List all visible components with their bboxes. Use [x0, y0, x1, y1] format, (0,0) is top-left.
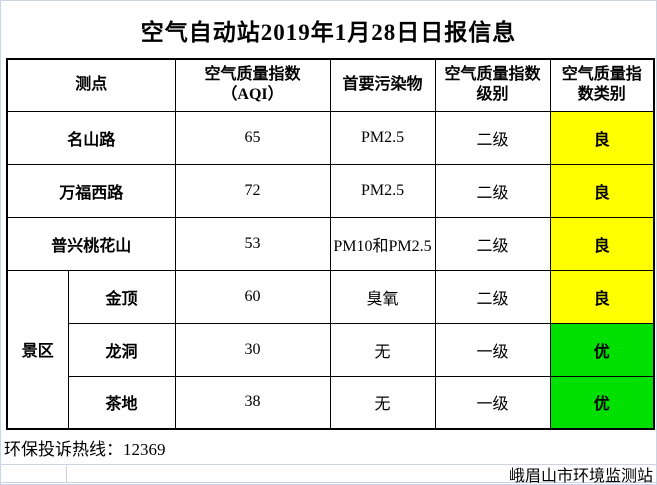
level-cell: 二级	[434, 163, 551, 218]
aqi-report-table: 测点 空气质量指数 （AQI） 首要污染物 空气质量指数 级别 空气质量指 数类…	[6, 58, 656, 430]
pollutant-cell: 无	[329, 322, 436, 377]
table-row: 名山路 65 PM2.5 二级 良	[6, 110, 655, 165]
aqi-cell: 30	[174, 322, 331, 377]
category-cell: 良	[549, 269, 655, 324]
pollutant-cell: PM2.5	[329, 163, 436, 218]
site-cell: 龙洞	[67, 322, 176, 377]
site-cell: 名山路	[6, 110, 176, 165]
aqi-cell: 72	[174, 163, 331, 218]
category-cell: 良	[549, 163, 655, 218]
aqi-cell: 38	[174, 375, 331, 430]
header-level: 空气质量指数 级别	[434, 58, 551, 112]
bottom-grid-cell	[1, 465, 67, 482]
pollutant-cell: 无	[329, 375, 436, 430]
table-row: 茶地 38 无 一级 优	[7, 375, 655, 430]
hotline-text: 环保投诉热线：12369	[4, 439, 166, 459]
header-category: 空气质量指 数类别	[549, 58, 655, 112]
level-cell: 二级	[434, 216, 551, 271]
aqi-cell: 60	[174, 269, 331, 324]
table-row: 万福西路 72 PM2.5 二级 良	[6, 163, 655, 218]
table-row: 龙洞 30 无 一级 优	[7, 322, 655, 377]
table-row: 普兴桃花山 53 PM10和PM2.5 二级 良	[6, 216, 655, 271]
site-cell: 万福西路	[6, 163, 176, 218]
header-aqi: 空气质量指数 （AQI）	[174, 58, 331, 112]
header-site: 测点	[6, 58, 176, 112]
table-row: 景区 金顶 60 臭氧 二级 良	[6, 269, 655, 430]
header-pollutant: 首要污染物	[329, 58, 436, 112]
site-cell: 普兴桃花山	[6, 216, 176, 271]
category-cell: 优	[549, 375, 655, 430]
level-cell: 二级	[434, 110, 551, 165]
station-name: 峨眉山市环境监测站	[508, 467, 653, 485]
site-cell: 茶地	[67, 375, 176, 430]
level-cell: 二级	[434, 269, 551, 324]
level-cell: 一级	[434, 375, 551, 430]
site-cell: 金顶	[67, 269, 176, 324]
pollutant-cell: PM10和PM2.5	[329, 216, 436, 271]
aqi-cell: 65	[174, 110, 331, 165]
report-title: 空气自动站2019年1月28日日报信息	[140, 19, 517, 45]
aqi-cell: 53	[174, 216, 331, 271]
group-label-cell: 景区	[6, 269, 69, 430]
pollutant-cell: 臭氧	[329, 269, 436, 324]
table-header-row: 测点 空气质量指数 （AQI） 首要污染物 空气质量指数 级别 空气质量指 数类…	[6, 58, 655, 112]
level-cell: 一级	[434, 322, 551, 377]
category-cell: 良	[549, 110, 655, 165]
pollutant-cell: PM2.5	[329, 110, 436, 165]
bottom-grid-row: 峨眉山市环境监测站	[1, 464, 656, 485]
category-cell: 优	[549, 322, 655, 377]
category-cell: 良	[549, 216, 655, 271]
